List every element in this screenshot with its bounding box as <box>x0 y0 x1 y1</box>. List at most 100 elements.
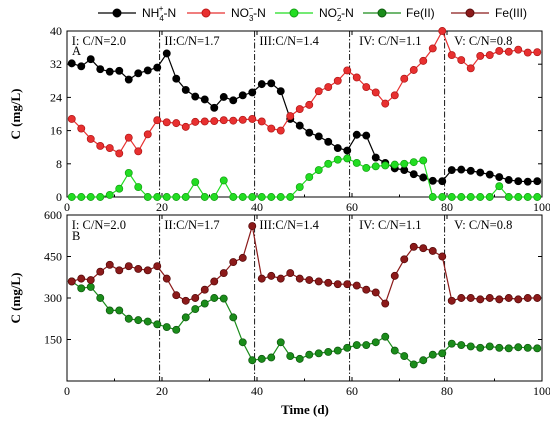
data-point <box>333 76 342 85</box>
y-tick-label: 16 <box>50 124 62 138</box>
data-point <box>381 299 390 308</box>
data-point <box>200 285 209 294</box>
data-point <box>409 158 418 167</box>
data-point <box>466 193 475 201</box>
data-point <box>409 66 418 74</box>
data-point <box>248 193 257 201</box>
x-tick-label: 80 <box>441 200 453 214</box>
data-point <box>115 66 124 75</box>
data-point <box>305 276 314 284</box>
data-point <box>428 176 437 185</box>
data-point <box>67 115 76 123</box>
data-point <box>238 253 247 262</box>
data-point <box>86 276 95 284</box>
data-point <box>248 88 257 97</box>
data-point <box>409 170 418 179</box>
y-tick-label: 40 <box>50 24 62 38</box>
y-tick-label: 450 <box>44 250 62 264</box>
data-point <box>248 115 257 123</box>
data-point <box>533 177 542 186</box>
data-point <box>381 99 390 108</box>
data-point <box>390 346 399 355</box>
legend: NH4+-N NO3−-N NO2−-N Fe(II) Fe(III) <box>98 4 527 23</box>
legend-item-fe3: Fe(III) <box>451 6 527 20</box>
data-point <box>153 63 162 72</box>
svg-text:Fe(III): Fe(III) <box>495 6 527 20</box>
data-point <box>504 294 513 302</box>
data-point <box>210 193 219 201</box>
data-point <box>504 193 513 201</box>
stage-label: V: C/N=0.8 <box>454 34 512 48</box>
legend-item-fe2: Fe(II) <box>363 6 435 20</box>
data-point <box>267 124 276 133</box>
data-point <box>276 87 285 96</box>
data-point <box>485 193 494 201</box>
y-tick-label: 600 <box>44 208 62 222</box>
data-point <box>210 277 219 286</box>
data-point <box>523 294 532 302</box>
data-point <box>153 320 162 329</box>
stage-label: II:C/N=1.7 <box>164 34 219 48</box>
data-point <box>210 294 219 302</box>
x-tick-label: 100 <box>533 200 550 214</box>
stage-label: III:C/N=1.4 <box>259 218 319 232</box>
data-point <box>181 85 190 94</box>
data-point <box>67 277 76 286</box>
data-point <box>438 193 447 201</box>
data-point <box>181 296 190 305</box>
data-point <box>134 265 143 273</box>
data-point <box>276 193 285 201</box>
data-point <box>352 73 361 82</box>
data-point <box>162 118 171 127</box>
data-point <box>523 177 532 186</box>
stage-label: I: C/N=2.0 <box>72 34 126 48</box>
data-point <box>466 166 475 175</box>
data-point <box>143 130 152 139</box>
y-tick-label: 150 <box>44 333 62 347</box>
data-point <box>238 91 247 100</box>
data-point <box>219 93 228 101</box>
data-point <box>172 193 181 201</box>
data-point <box>143 193 152 201</box>
data-point <box>191 294 200 302</box>
data-point <box>343 66 352 75</box>
data-point <box>514 45 523 54</box>
data-point <box>134 69 143 78</box>
data-point <box>333 155 342 164</box>
data-point <box>286 269 295 278</box>
y-tick-label: 300 <box>44 291 62 305</box>
panel-b-label: B <box>72 229 80 243</box>
data-point <box>200 95 209 104</box>
data-point <box>134 316 143 325</box>
data-point <box>210 117 219 126</box>
data-point <box>191 92 200 101</box>
data-point <box>200 117 209 126</box>
data-point <box>371 288 380 297</box>
data-point <box>115 266 124 275</box>
data-point <box>523 48 532 57</box>
data-point <box>438 27 447 35</box>
panel-a: 0 20 40 60 80 100 0 8 16 24 32 40 I: C/N=2.0 II:C/N=1… <box>50 24 550 214</box>
data-point <box>67 193 76 201</box>
data-point <box>476 343 485 352</box>
data-point <box>485 170 494 179</box>
data-point <box>295 274 304 283</box>
data-point <box>219 269 228 278</box>
data-point <box>305 100 314 109</box>
data-point <box>362 341 371 349</box>
data-point <box>172 74 181 83</box>
data-point <box>267 353 276 362</box>
data-point <box>77 284 86 293</box>
data-point <box>495 295 504 304</box>
data-point <box>295 183 304 191</box>
data-point <box>476 295 485 304</box>
data-point <box>324 83 333 91</box>
data-point <box>86 282 95 291</box>
data-point <box>257 80 266 89</box>
data-point <box>162 274 171 283</box>
data-point <box>286 112 295 121</box>
data-point <box>523 343 532 352</box>
data-point <box>381 332 390 341</box>
data-point <box>96 294 105 302</box>
data-point <box>238 338 247 347</box>
